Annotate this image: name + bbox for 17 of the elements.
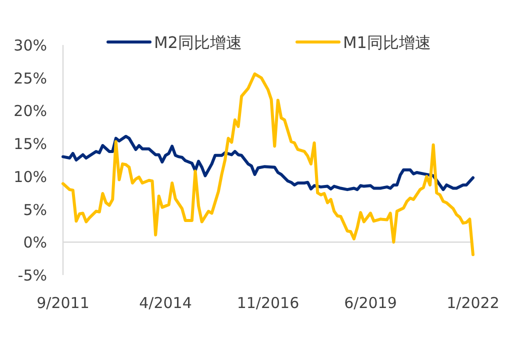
y-tick-label: 25% bbox=[14, 69, 47, 88]
y-tick-label: -5% bbox=[18, 266, 47, 284]
y-tick-label: 10% bbox=[14, 168, 47, 186]
x-tick-label: 11/2016 bbox=[236, 294, 300, 312]
x-tick-label: 9/2011 bbox=[36, 294, 90, 312]
x-tick-label: 1/2022 bbox=[446, 294, 500, 312]
line-series bbox=[62, 72, 474, 256]
y-tick-label: 20% bbox=[14, 102, 47, 120]
legend-label: M1同比增速 bbox=[343, 33, 431, 52]
legend-label: M2同比增速 bbox=[154, 33, 242, 52]
y-tick-label: 0% bbox=[23, 234, 47, 252]
y-tick-label: 15% bbox=[14, 135, 47, 154]
x-tick-label: 4/2014 bbox=[139, 294, 192, 312]
x-tick-label: 6/2019 bbox=[344, 294, 397, 312]
line-series bbox=[62, 134, 474, 192]
y-tick-label: 30% bbox=[14, 36, 47, 54]
y-tick-label: 5% bbox=[23, 200, 47, 219]
